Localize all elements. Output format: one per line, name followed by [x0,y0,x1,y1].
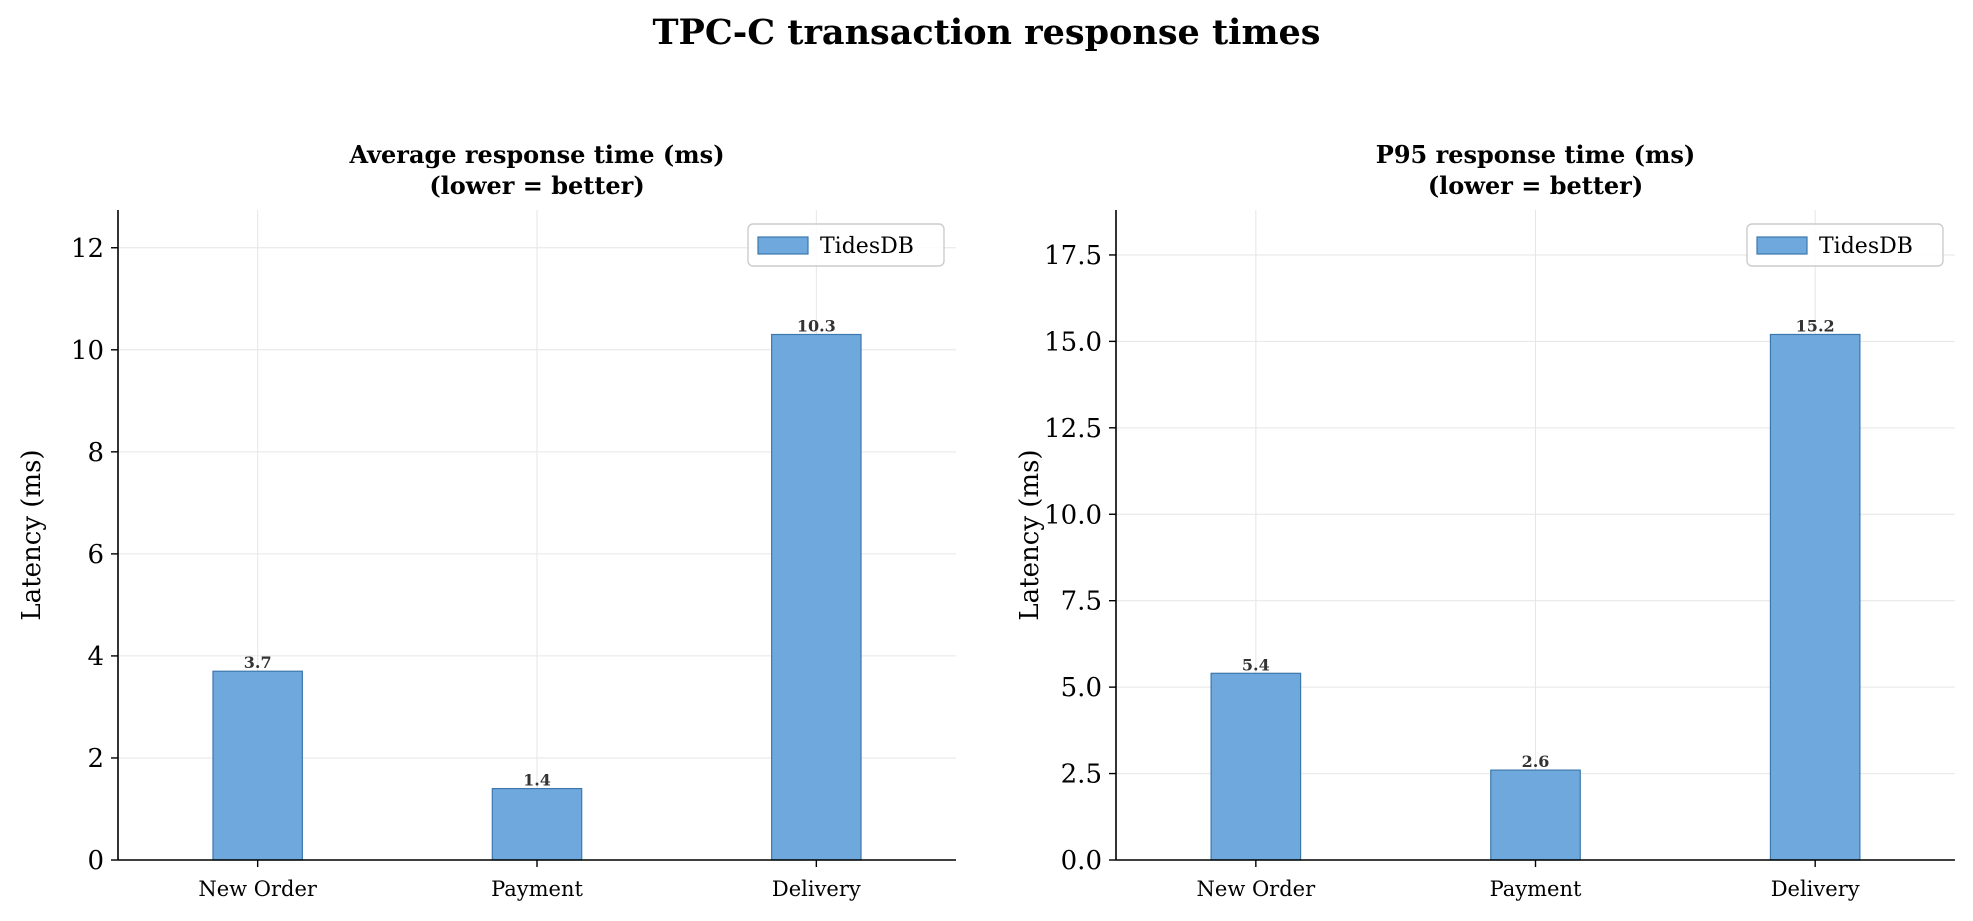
x-tick-label: New Order [198,877,318,901]
y-tick-label: 0 [87,846,104,876]
legend-label: TidesDB [1819,234,1913,259]
y-axis-title: Latency (ms) [1015,449,1045,620]
y-tick-label: 6 [87,540,104,570]
y-tick-label: 10.0 [1044,500,1102,530]
bar-delivery [771,333,862,861]
y-tick-label: 8 [87,438,104,468]
bar-payment [491,787,583,861]
x-tick-label: Payment [491,877,583,901]
x-tick-label: Delivery [1771,877,1860,901]
bar-new-order [1210,672,1302,861]
chart-panel-2: 5.4 2.6 15.2 0.0 2.5 5.0 7.5 10.0 12.5 15.0 17.5 Ne… [1015,140,1955,901]
legend: TidesDB [1746,223,1944,267]
chart-panel-1: 3.7 1.4 10.3 0 2 4 6 8 10 12 New Order Payment Deliv… [17,140,956,901]
y-tick-label: 15.0 [1044,327,1102,357]
y-tick-label: 2 [87,744,104,774]
legend: TidesDB [747,223,945,267]
bar-value-label: 3.7 [244,653,272,672]
bar-delivery [1769,333,1861,861]
bar-value-label: 10.3 [797,316,836,335]
y-tick-label: 17.5 [1044,241,1102,271]
chart-subtitle: (lower = better) [1428,171,1643,200]
bar-value-label: 1.4 [523,771,551,790]
bar-value-label: 5.4 [1242,655,1270,674]
y-tick-label: 0.0 [1061,846,1102,876]
x-tick-label: Delivery [772,877,861,901]
chart-subtitle: (lower = better) [429,171,644,200]
legend-label: TidesDB [820,234,914,259]
bar-payment [1490,769,1581,861]
y-tick-label: 7.5 [1061,587,1102,617]
y-axis-title: Latency (ms) [17,449,47,620]
x-tick-label: Payment [1490,877,1582,901]
bar-value-label: 2.6 [1522,752,1550,771]
y-tick-label: 12.5 [1044,414,1102,444]
chart-title: P95 response time (ms) [1376,140,1695,169]
legend-box [747,223,945,267]
y-tick-label: 12 [71,234,104,264]
y-tick-label: 2.5 [1061,760,1102,790]
y-tick-label: 10 [71,336,104,366]
bar-value-label: 15.2 [1796,316,1835,335]
bar-new-order [212,670,303,861]
legend-swatch [1756,236,1808,255]
figure-title: TPC-C transaction response times [652,12,1321,53]
legend-swatch [757,236,809,255]
legend-box [1746,223,1944,267]
x-tick-label: New Order [1197,877,1317,901]
chart-title: Average response time (ms) [348,140,724,169]
y-tick-label: 5.0 [1061,673,1102,703]
y-tick-label: 4 [87,642,104,672]
